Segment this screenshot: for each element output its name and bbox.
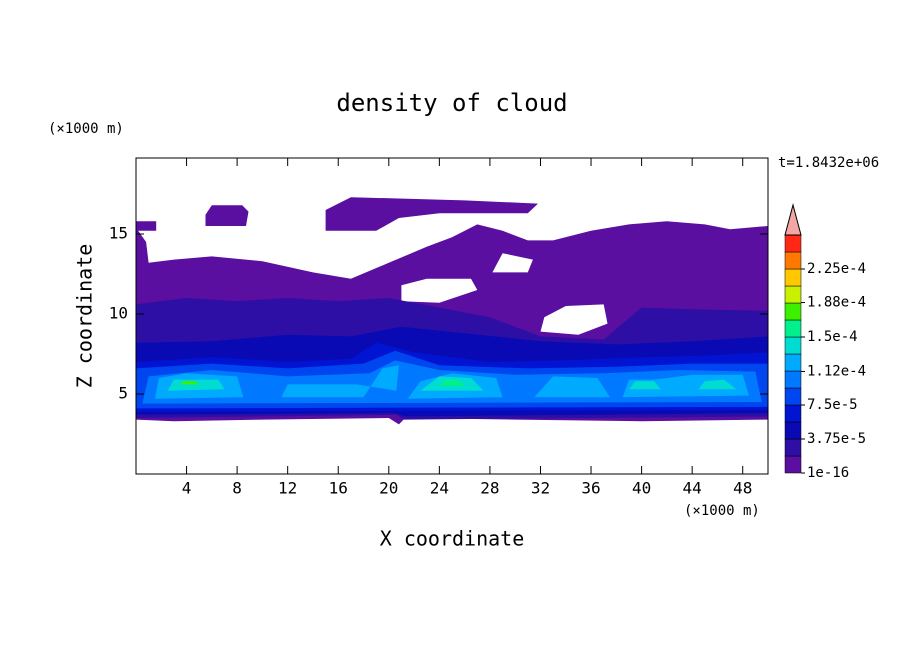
colorbar-label: 1.12e-4 bbox=[807, 363, 866, 379]
colorbar-label: 2.25e-4 bbox=[807, 261, 866, 277]
colorbar-label: 1.88e-4 bbox=[807, 295, 866, 311]
x-tick-label: 4 bbox=[182, 479, 192, 498]
y-tick-label: 15 bbox=[109, 224, 128, 243]
contour-region bbox=[439, 379, 465, 386]
x-tick-label: 36 bbox=[581, 479, 600, 498]
colorbar-band bbox=[784, 319, 802, 338]
colorbar-band bbox=[784, 421, 802, 440]
colorbar-band bbox=[784, 234, 802, 253]
colorbar-label: 3.75e-5 bbox=[807, 431, 866, 447]
x-tick-label: 8 bbox=[232, 479, 242, 498]
plot-frame bbox=[135, 157, 769, 475]
contour-region bbox=[136, 221, 157, 231]
colorbar-band bbox=[784, 302, 802, 321]
x-tick-label: 12 bbox=[278, 479, 297, 498]
contour-region bbox=[205, 205, 249, 226]
colorbar-label: 1e-16 bbox=[807, 465, 849, 481]
y-tick-label: 5 bbox=[118, 384, 128, 403]
x-tick-label: 44 bbox=[683, 479, 702, 498]
blank-region bbox=[492, 253, 533, 273]
time-label: t=1.8432e+06 bbox=[778, 155, 879, 171]
blank-region bbox=[401, 278, 478, 303]
contour-region bbox=[325, 197, 538, 231]
blank-region bbox=[540, 304, 608, 335]
y-axis-label: Z coordinate bbox=[73, 244, 97, 389]
x-tick-label: 48 bbox=[733, 479, 752, 498]
contour-region bbox=[629, 381, 661, 390]
y-tick-label: 10 bbox=[109, 304, 128, 323]
colorbar-band bbox=[784, 404, 802, 423]
x-tick-label: 16 bbox=[329, 479, 348, 498]
x-axis-label: X coordinate bbox=[380, 527, 525, 551]
colorbar-extend bbox=[784, 203, 802, 236]
y-unit: (×1000 m) bbox=[48, 121, 124, 137]
colorbar-band bbox=[784, 387, 802, 406]
contour-region bbox=[167, 379, 225, 391]
colorbar-band bbox=[784, 268, 802, 287]
colorbar-band bbox=[784, 438, 802, 457]
contour-region bbox=[698, 379, 737, 390]
contour-field bbox=[136, 197, 768, 425]
colorbar-label: 7.5e-5 bbox=[807, 397, 858, 413]
colorbar-band bbox=[784, 370, 802, 389]
x-tick-label: 32 bbox=[531, 479, 550, 498]
chart-title: density of cloud bbox=[336, 89, 567, 117]
contour-region bbox=[281, 365, 399, 398]
colorbar-band bbox=[784, 455, 802, 474]
colorbar-band bbox=[784, 251, 802, 270]
x-tick-label: 20 bbox=[379, 479, 398, 498]
colorbar-label: 1.5e-4 bbox=[807, 329, 858, 345]
x-tick-label: 28 bbox=[480, 479, 499, 498]
x-tick-label: 24 bbox=[430, 479, 449, 498]
colorbar-band bbox=[784, 285, 802, 304]
contour-region bbox=[534, 376, 610, 398]
colorbar-band bbox=[784, 336, 802, 355]
contour-region bbox=[180, 381, 200, 385]
x-tick-label: 40 bbox=[632, 479, 651, 498]
x-unit: (×1000 m) bbox=[684, 503, 760, 519]
colorbar-band bbox=[784, 353, 802, 372]
